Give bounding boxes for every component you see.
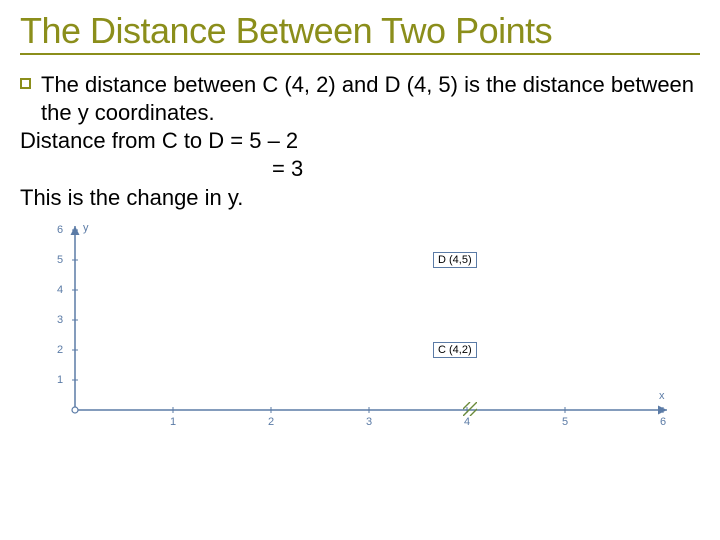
y-tick-3: 3 xyxy=(57,314,63,326)
slide-title: The Distance Between Two Points xyxy=(20,12,700,51)
y-tick-1: 1 xyxy=(57,374,63,386)
y-tick-2: 2 xyxy=(57,344,63,356)
bullet-text: The distance between C (4, 2) and D (4, … xyxy=(41,71,700,127)
conclusion-line: This is the change in y. xyxy=(20,184,700,212)
coordinate-chart: y x 1 2 3 4 5 6 1 2 3 4 5 6 D (4,5) C (4… xyxy=(35,220,675,430)
body-text: The distance between C (4, 2) and D (4, … xyxy=(20,71,700,212)
point-label-d: D (4,5) xyxy=(433,252,477,268)
equation-line-1: Distance from C to D = 5 – 2 xyxy=(20,127,700,155)
chart-svg xyxy=(35,220,675,430)
y-tick-4: 4 xyxy=(57,284,63,296)
y-tick-5: 5 xyxy=(57,254,63,266)
x-tick-5: 5 xyxy=(562,416,568,428)
square-bullet-icon xyxy=(20,78,31,89)
resize-handle-icon xyxy=(463,402,477,416)
y-axis-label: y xyxy=(83,222,89,234)
x-tick-3: 3 xyxy=(366,416,372,428)
x-axis-label: x xyxy=(659,390,665,402)
y-tick-6: 6 xyxy=(57,224,63,236)
bullet-item: The distance between C (4, 2) and D (4, … xyxy=(20,71,700,127)
title-underline xyxy=(20,53,700,55)
x-tick-6: 6 xyxy=(660,416,666,428)
slide: The Distance Between Two Points The dist… xyxy=(0,0,720,540)
equation-line-2: = 3 xyxy=(20,155,700,183)
x-tick-2: 2 xyxy=(268,416,274,428)
point-label-c: C (4,2) xyxy=(433,342,477,358)
x-tick-4: 4 xyxy=(464,416,470,428)
x-tick-1: 1 xyxy=(170,416,176,428)
